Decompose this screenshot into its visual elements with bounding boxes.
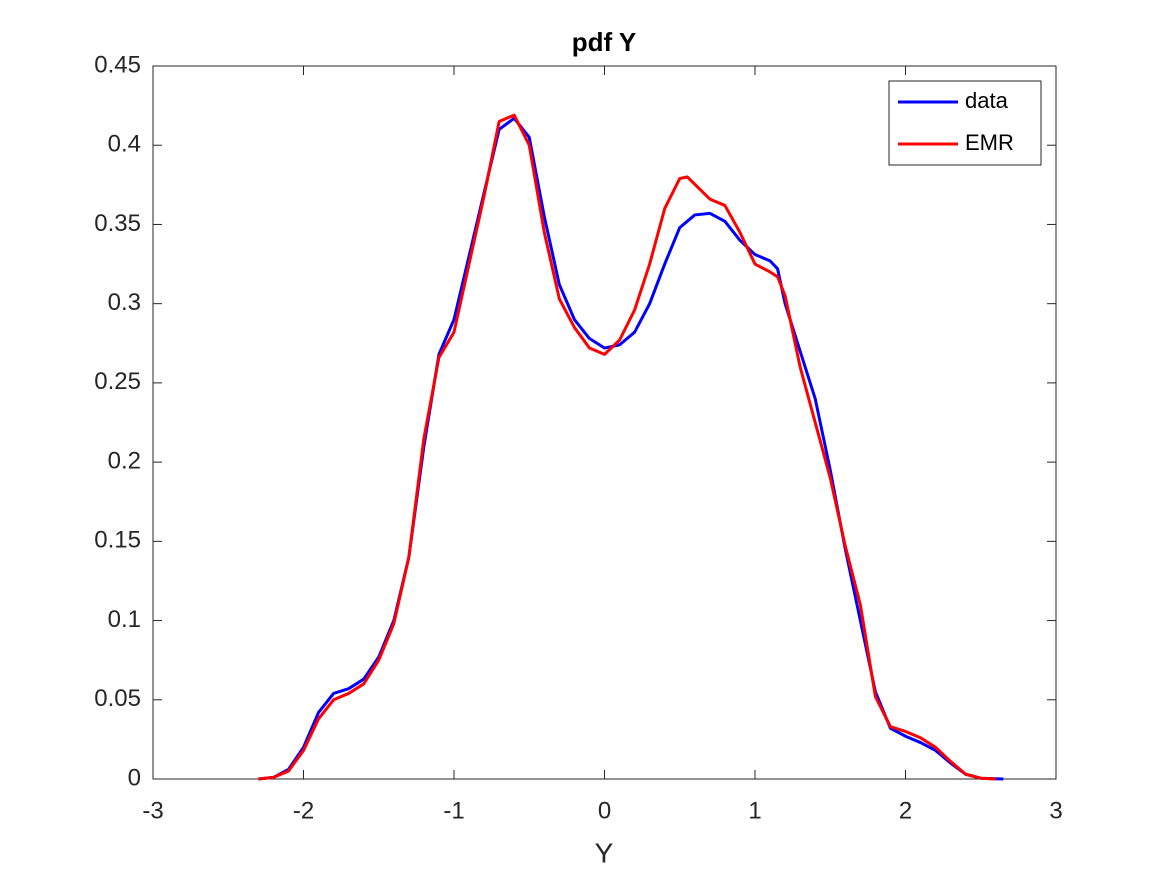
x-tick-label: 2 [899,797,912,824]
y-tick-label: 0.05 [94,685,141,712]
x-tick-label: -1 [443,797,464,824]
y-tick-label: 0.3 [108,289,141,316]
x-tick-label: 3 [1049,797,1062,824]
x-tick-label: 0 [598,797,611,824]
y-tick-label: 0.35 [94,210,141,237]
x-axis-label: Y [595,837,614,868]
y-tick-label: 0 [128,764,141,791]
plot-area [152,65,1057,780]
chart-title: pdf Y [572,27,637,57]
y-tick-label: 0.45 [94,51,141,78]
x-tick-label: -2 [293,797,314,824]
y-tick-label: 0.25 [94,368,141,395]
legend-box [888,80,1042,166]
legend-label: data [965,88,1009,113]
line-series [258,113,996,781]
y-tick-label: 0.1 [108,606,141,633]
legend-label: EMR [965,130,1014,155]
y-tick-label: 0.15 [94,527,141,554]
x-tick-label: 1 [748,797,761,824]
y-tick-label: 0.2 [108,447,141,474]
x-tick-label: -3 [142,797,163,824]
y-tick-label: 0.4 [108,131,141,158]
